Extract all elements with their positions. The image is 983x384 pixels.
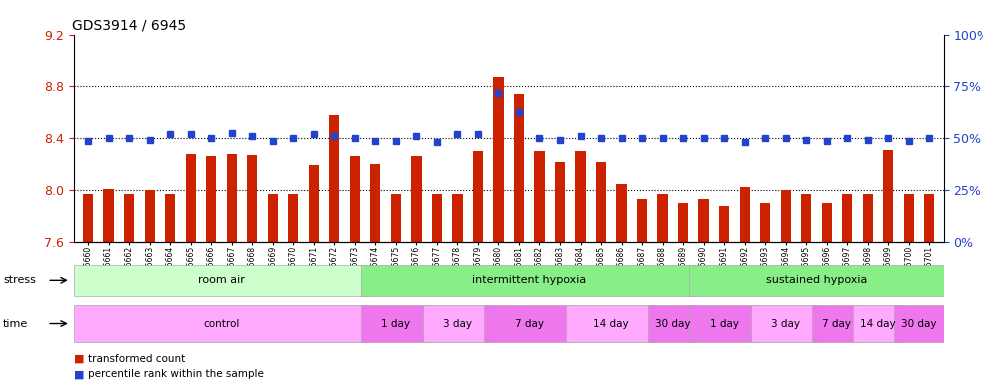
Text: 30 day: 30 day [901,318,937,329]
Bar [390,194,401,242]
Bar [678,203,688,242]
Bar [822,203,832,242]
Bar [329,115,339,242]
Text: room air: room air [198,275,245,285]
Bar [566,305,657,342]
Text: 7 day: 7 day [823,318,851,329]
Bar [227,154,237,242]
Text: transformed count: transformed count [88,354,186,364]
Bar [267,194,278,242]
Text: 7 day: 7 day [515,318,544,329]
Text: ■: ■ [74,354,85,364]
Text: percentile rank within the sample: percentile rank within the sample [88,369,264,379]
Text: 1 day: 1 day [381,318,410,329]
Bar [554,162,565,242]
Text: time: time [3,318,29,329]
Bar [124,194,135,242]
Bar [903,194,914,242]
Bar [658,194,667,242]
Bar [83,194,93,242]
Bar [801,194,811,242]
Text: 1 day: 1 day [710,318,738,329]
Bar [596,162,607,242]
Bar [760,203,771,242]
Bar [411,156,422,242]
Text: ■: ■ [74,369,85,379]
Bar [924,194,935,242]
Bar [165,194,175,242]
Bar [853,305,902,342]
Bar [883,150,894,242]
Text: 3 day: 3 day [772,318,800,329]
Bar [616,184,627,242]
Bar [432,194,442,242]
Bar [493,77,503,242]
Bar [842,194,852,242]
Bar [781,190,790,242]
Text: stress: stress [3,275,35,285]
Bar [514,94,524,242]
Bar [689,265,944,296]
Bar [648,305,698,342]
Bar [74,305,370,342]
Bar [535,151,545,242]
Bar [206,156,216,242]
Bar [484,305,574,342]
Bar [895,305,944,342]
Text: 30 day: 30 day [655,318,691,329]
Text: intermittent hypoxia: intermittent hypoxia [472,275,586,285]
Bar [74,265,370,296]
Bar [473,151,483,242]
Bar [719,205,729,242]
Bar [863,194,873,242]
Bar [739,187,750,242]
Text: control: control [203,318,240,329]
Bar [423,305,492,342]
Text: 14 day: 14 day [594,318,629,329]
Bar [699,199,709,242]
Text: 14 day: 14 day [860,318,896,329]
Bar [751,305,821,342]
Bar [371,164,380,242]
Bar [288,194,299,242]
Bar [186,154,196,242]
Text: sustained hypoxia: sustained hypoxia [766,275,867,285]
Bar [350,156,360,242]
Bar [309,166,318,242]
Text: 3 day: 3 day [443,318,472,329]
Bar [452,194,463,242]
Bar [145,190,154,242]
Bar [637,199,647,242]
Bar [103,189,114,242]
Bar [575,151,586,242]
Bar [689,305,759,342]
Bar [361,265,698,296]
Text: GDS3914 / 6945: GDS3914 / 6945 [72,18,186,32]
Bar [247,155,258,242]
Bar [812,305,862,342]
Bar [361,305,431,342]
